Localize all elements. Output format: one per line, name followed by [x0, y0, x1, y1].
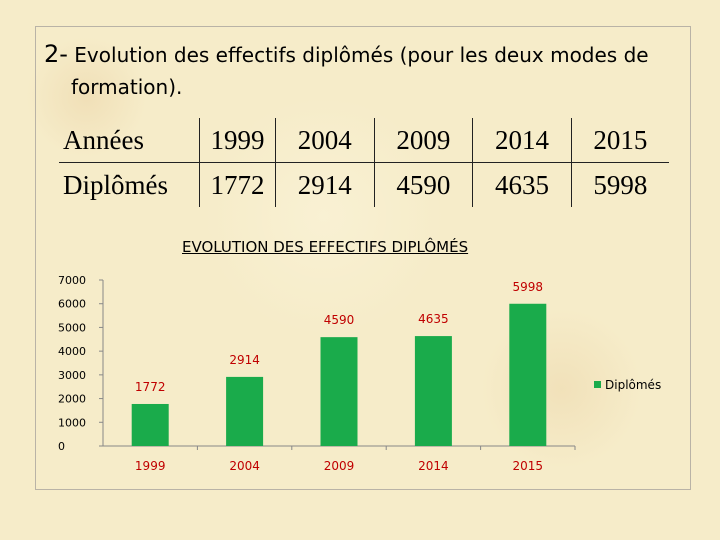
- bar: [131, 403, 169, 446]
- x-tick-label: 2009: [324, 459, 355, 473]
- x-tick-label: 2015: [513, 459, 544, 473]
- table-row-label-years: Années: [59, 118, 200, 163]
- bar: [320, 337, 358, 446]
- x-tick-label: 1999: [135, 459, 166, 473]
- slide-title-line2: formation).: [71, 75, 183, 99]
- table-cell-value: 1772: [199, 162, 276, 207]
- slide-title-line1: Evolution des effectifs diplômés (pour l…: [74, 43, 649, 67]
- data-table: Années 1999 2004 2009 2014 2015 Diplômés…: [59, 118, 669, 207]
- y-tick-label: 2000: [58, 393, 86, 406]
- data-label: 2914: [229, 353, 260, 367]
- table-row-years: Années 1999 2004 2009 2014 2015: [59, 118, 669, 163]
- slide-frame: [35, 26, 691, 490]
- y-tick-label: 4000: [58, 345, 86, 358]
- bar: [414, 336, 452, 446]
- y-tick-label: 7000: [58, 274, 86, 287]
- legend-label: Diplômés: [605, 378, 662, 392]
- y-tick-label: 0: [58, 440, 65, 453]
- table-cell-value: 4635: [472, 162, 572, 207]
- table-cell-year: 2015: [570, 118, 669, 163]
- y-tick-label: 5000: [58, 321, 86, 334]
- slide-number: 2-: [44, 40, 68, 68]
- table-row-label-values: Diplômés: [59, 162, 200, 207]
- y-tick-label: 6000: [58, 298, 86, 311]
- table-cell-value: 4590: [373, 162, 474, 207]
- table-row-values: Diplômés 1772 2914 4590 4635 5998: [59, 162, 669, 207]
- bar: [509, 303, 547, 446]
- table-cell-year: 1999: [199, 118, 276, 163]
- data-label: 5998: [513, 280, 544, 294]
- chart-legend: Diplômés: [594, 378, 661, 392]
- y-tick-label: 3000: [58, 369, 86, 382]
- y-tick-label: 1000: [58, 416, 86, 429]
- x-tick-label: 2004: [229, 459, 260, 473]
- x-tick-label: 2014: [418, 459, 449, 473]
- bar: [226, 376, 264, 446]
- data-label: 4590: [324, 313, 355, 327]
- data-label: 4635: [418, 312, 449, 326]
- table-cell-value: 5998: [570, 162, 669, 207]
- data-label: 1772: [135, 380, 166, 394]
- table-cell-value: 2914: [275, 162, 375, 207]
- table-cell-year: 2014: [472, 118, 572, 163]
- legend-swatch: [594, 381, 601, 388]
- table-cell-year: 2009: [373, 118, 474, 163]
- chart-title: EVOLUTION DES EFFECTIFS DIPLÔMÉS: [182, 238, 469, 256]
- slide-heading: 2- Evolution des effectifs diplômés (pou…: [44, 36, 664, 101]
